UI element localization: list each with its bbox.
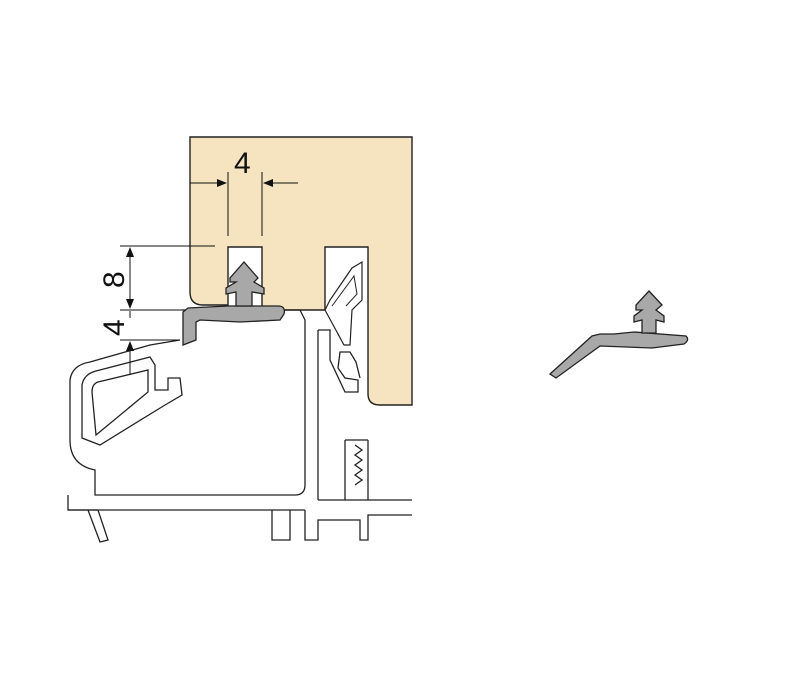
gasket-standalone — [548, 290, 689, 379]
dimension-label-lower: 4 — [98, 319, 131, 336]
dimension-vertical: 8 4 — [98, 245, 215, 375]
dimension-label-top: 4 — [234, 147, 251, 180]
glazing-bead-profile — [324, 260, 363, 346]
wood-sash-profile — [189, 136, 413, 406]
gasket-installed — [182, 261, 286, 346]
bead-inner-line — [331, 274, 358, 307]
dimension-top: 4 — [190, 147, 298, 236]
frame-profile — [67, 309, 412, 543]
dimension-label-upper: 8 — [98, 271, 131, 288]
